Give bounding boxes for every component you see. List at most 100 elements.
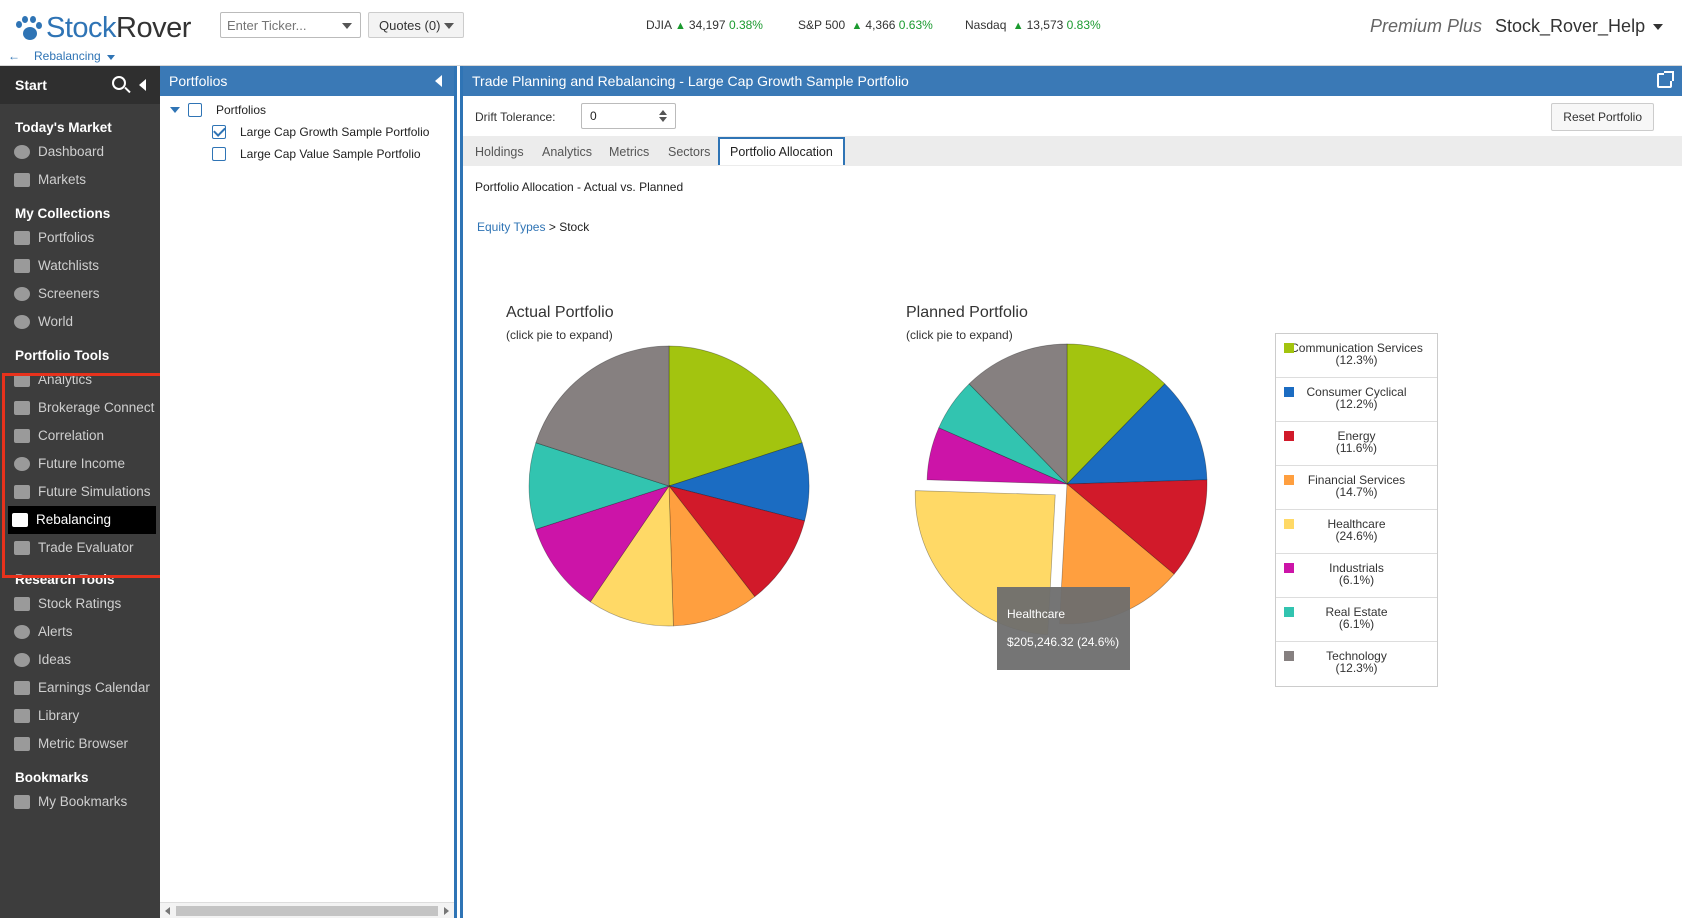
legend-item[interactable]: Energy (11.6%) <box>1276 422 1437 466</box>
nav-item-label: Metric Browser <box>38 736 129 751</box>
tab-sectors[interactable]: Sectors <box>668 145 711 159</box>
quotes-dropdown[interactable]: Quotes (0) <box>368 12 464 38</box>
legend-swatch <box>1284 431 1294 441</box>
nav-item-label: World <box>38 314 74 329</box>
user-menu[interactable]: Stock_Rover_Help <box>1495 16 1646 36</box>
index-nasdaq[interactable]: Nasdaq ▲ 13,573 0.83% <box>965 18 1101 32</box>
nav-item-brokerage-connect[interactable]: Brokerage Connect <box>0 394 160 422</box>
breadcrumb[interactable]: ← Rebalancing <box>8 49 101 63</box>
pie-slice-industrials[interactable] <box>535 485 670 603</box>
tree-root[interactable]: Portfolios <box>170 103 266 117</box>
tree-root-checkbox[interactable] <box>188 103 202 117</box>
pie-slice-technology[interactable] <box>968 343 1068 485</box>
nav-item-markets[interactable]: Markets <box>0 166 160 194</box>
collapse-left-icon[interactable] <box>139 79 146 91</box>
nav-item-correlation[interactable]: Correlation <box>0 422 160 450</box>
scroll-thumb[interactable] <box>176 906 438 916</box>
breadcrumb-chevron-icon[interactable] <box>107 55 115 60</box>
tab-holdings[interactable]: Holdings <box>475 145 524 159</box>
user-menu-chevron-icon[interactable] <box>1653 24 1663 30</box>
spinner-icon[interactable] <box>659 110 667 122</box>
pie-slice-financial-services[interactable] <box>668 484 756 627</box>
ticker-input-box[interactable] <box>220 12 361 38</box>
nav-item-screeners[interactable]: Screeners <box>0 280 160 308</box>
nav-item-ideas[interactable]: Ideas <box>0 646 160 674</box>
nav-item-dashboard[interactable]: Dashboard <box>0 138 160 166</box>
tree-item-label[interactable]: Large Cap Growth Sample Portfolio <box>240 125 430 139</box>
nav-item-metric-browser[interactable]: Metric Browser <box>0 730 160 758</box>
pie-slice-technology[interactable] <box>535 345 670 487</box>
legend-item[interactable]: Consumer Cyclical (12.2%) <box>1276 378 1437 422</box>
pie-slice-consumer-cyclical[interactable] <box>1066 383 1208 485</box>
pie-slice-real-estate[interactable] <box>528 442 671 530</box>
tree-item[interactable]: Large Cap Value Sample Portfolio <box>212 147 421 161</box>
tab-analytics[interactable]: Analytics <box>542 145 593 159</box>
nav-item-label: My Bookmarks <box>38 794 128 809</box>
tree-item-checkbox[interactable] <box>212 147 226 161</box>
nav-item-library[interactable]: Library <box>0 702 160 730</box>
magnifier-icon <box>14 287 30 301</box>
nav-item-watchlists[interactable]: Watchlists <box>0 252 160 280</box>
index-djia[interactable]: DJIA ▲ 34,197 0.38% <box>646 18 763 32</box>
nav-item-world[interactable]: World <box>0 308 160 336</box>
tree-item-label[interactable]: Large Cap Value Sample Portfolio <box>240 147 421 161</box>
legend-label: Energy <box>1337 429 1376 443</box>
nav-item-trade-evaluator[interactable]: Trade Evaluator <box>0 534 160 562</box>
back-arrow-icon[interactable]: ← <box>8 49 20 63</box>
scroll-left-icon[interactable] <box>165 907 170 915</box>
drift-tolerance-value[interactable]: 0 <box>590 109 597 123</box>
stockrover-logo[interactable]: StockRover <box>14 12 191 45</box>
nav-item-future-simulations[interactable]: Future Simulations <box>0 478 160 506</box>
pie-slice-communication-services[interactable] <box>1066 343 1166 485</box>
nav-item-rebalancing[interactable]: Rebalancing <box>8 506 156 534</box>
pie-slice-industrials[interactable] <box>926 427 1068 485</box>
horizontal-scrollbar[interactable] <box>160 902 454 918</box>
tree-item-checkbox[interactable] <box>212 125 226 139</box>
dashboard-icon <box>14 145 30 159</box>
tab-portfolio-allocation[interactable]: Portfolio Allocation <box>718 137 845 165</box>
index-sp500[interactable]: S&P 500 ▲ 4,366 0.63% <box>798 18 933 32</box>
nav-item-portfolios[interactable]: Portfolios <box>0 224 160 252</box>
breadcrumb-label[interactable]: Rebalancing <box>34 49 101 63</box>
grid-icon <box>14 429 30 443</box>
scroll-right-icon[interactable] <box>444 907 449 915</box>
equity-types-link[interactable]: Equity Types <box>477 220 546 234</box>
quotes-label: Quotes (0) <box>379 18 441 33</box>
nav-item-future-income[interactable]: Future Income <box>0 450 160 478</box>
popout-icon[interactable] <box>1657 71 1674 88</box>
legend-item[interactable]: Financial Services (14.7%) <box>1276 466 1437 510</box>
legend-item[interactable]: Industrials (6.1%) <box>1276 554 1437 598</box>
pie-slice-consumer-cyclical[interactable] <box>667 442 810 522</box>
legend-swatch <box>1284 519 1294 529</box>
tab-metrics[interactable]: Metrics <box>609 145 650 159</box>
pie-slice-energy[interactable] <box>668 485 806 598</box>
collapse-left-icon[interactable] <box>435 75 442 87</box>
nav-item-label: Trade Evaluator <box>38 540 134 555</box>
nav-start[interactable]: Start <box>0 66 160 104</box>
expand-caret-icon[interactable] <box>170 107 180 113</box>
legend-percent: (12.3%) <box>1335 661 1378 675</box>
pie-slice-energy[interactable] <box>1066 479 1208 575</box>
pie-slice-healthcare[interactable] <box>589 484 674 627</box>
chevron-down-icon[interactable] <box>342 23 352 29</box>
left-nav: Start Today's Market Dashboard Markets M… <box>0 66 160 918</box>
legend-item[interactable]: Real Estate (6.1%) <box>1276 598 1437 642</box>
legend-item[interactable]: Communication Services (12.3%) <box>1276 334 1437 378</box>
nav-item-alerts[interactable]: Alerts <box>0 618 160 646</box>
index-value: 34,197 <box>688 18 726 32</box>
pie-slice-real-estate[interactable] <box>938 383 1068 485</box>
nav-item-stock-ratings[interactable]: Stock Ratings <box>0 590 160 618</box>
pie-slice-communication-services[interactable] <box>668 345 803 487</box>
nav-item-my-bookmarks[interactable]: My Bookmarks <box>0 788 160 816</box>
scales-icon <box>12 513 28 527</box>
drift-tolerance-stepper[interactable]: 0 <box>581 103 676 129</box>
reset-portfolio-button[interactable]: Reset Portfolio <box>1551 103 1654 131</box>
nav-item-earnings-calendar[interactable]: Earnings Calendar <box>0 674 160 702</box>
legend-item[interactable]: Healthcare (24.6%) <box>1276 510 1437 554</box>
tree-item[interactable]: Large Cap Growth Sample Portfolio <box>212 125 429 139</box>
ticker-input[interactable] <box>221 13 336 38</box>
search-icon[interactable] <box>112 76 126 90</box>
legend-item[interactable]: Technology (12.3%) <box>1276 642 1437 686</box>
legend-label: Consumer Cyclical <box>1306 385 1407 399</box>
actual-pie[interactable] <box>528 345 810 627</box>
